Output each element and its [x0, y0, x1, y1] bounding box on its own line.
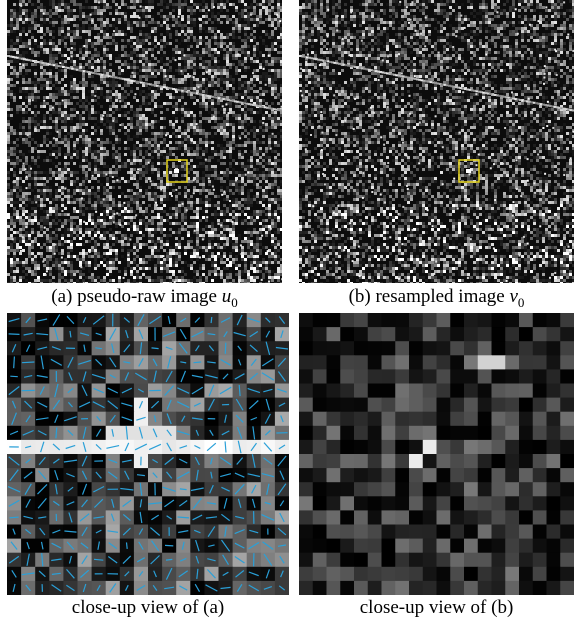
caption-b-var: v — [509, 286, 518, 307]
panel-b-image — [299, 0, 574, 283]
panel-b-closeup — [299, 313, 574, 595]
closeup-a-orientation-vectors — [7, 313, 289, 593]
closeup-a-grid — [7, 313, 289, 595]
caption-a-closeup: close-up view of (a) — [71, 597, 225, 618]
caption-b-text: (b) resampled image — [348, 286, 510, 307]
panel-b-bright-target — [466, 169, 471, 173]
panel-a-bright-target — [174, 169, 179, 173]
panel-b-highlight-box — [458, 159, 480, 183]
caption-a-text: (a) pseudo-raw image — [51, 286, 222, 307]
caption-a-var: u — [221, 286, 232, 307]
panel-a-speckle — [7, 0, 282, 283]
panel-a-image — [7, 0, 282, 283]
panel-a-closeup — [7, 313, 289, 595]
panel-b-speckle — [299, 0, 574, 283]
pseudo-raw-image — [7, 0, 282, 283]
caption-b: (b) resampled image v0 — [299, 286, 574, 314]
closeup-b-grid — [299, 313, 574, 595]
caption-a-sub: 0 — [231, 294, 238, 310]
panel-a-highlight-box — [166, 159, 188, 183]
caption-b-sub: 0 — [517, 294, 525, 310]
closeup-b-pixels — [299, 313, 574, 595]
caption-a: (a) pseudo-raw image u0 — [7, 286, 282, 314]
resampled-image — [299, 0, 574, 283]
closeup-a-pixels — [7, 313, 289, 595]
caption-b-closeup: close-up view of (b) — [359, 597, 514, 618]
